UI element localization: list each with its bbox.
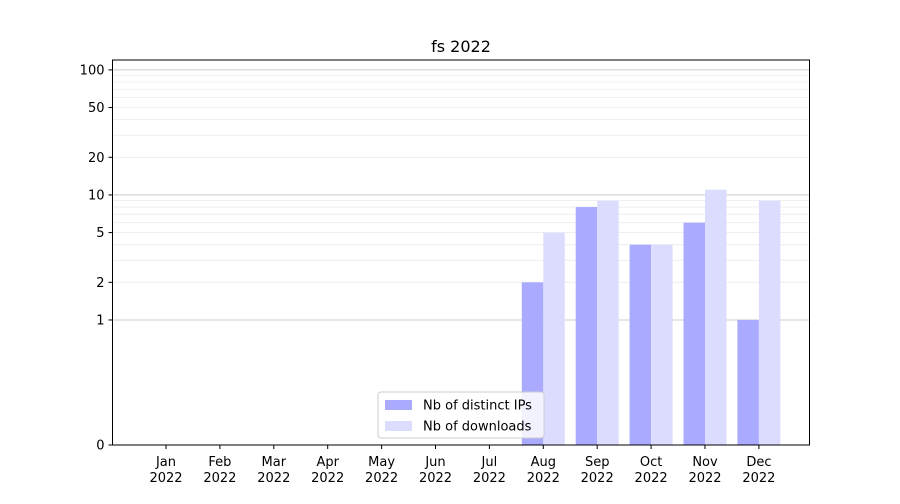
x-axis: Jan 2022 Feb 2022 Mar 2022 Apr 2022 May 2022 Jun 20… [149,445,775,486]
plot-frame [112,59,810,446]
x-tick-label: Jan 2022 [149,455,182,486]
x-tick-label: Apr 2022 [311,455,344,486]
y-tick-label: 0 [96,439,104,454]
bars [521,189,781,445]
chart-title: fs 2022 [431,37,491,56]
x-tick-label: May 2022 [365,455,398,486]
bar [575,207,598,445]
x-tick-label: Aug 2022 [527,455,560,486]
legend-swatch [385,400,412,410]
y-tick-label: 2 [96,276,104,291]
y-axis: 0 1 2 5 10 20 50 100 [80,63,113,454]
y-tick-label: 100 [80,63,105,78]
y-tick-label: 50 [88,101,105,116]
bar [737,319,759,445]
x-tick-label: Mar 2022 [257,455,290,486]
bar [705,189,727,445]
x-tick-label: Oct 2022 [635,455,668,486]
x-tick-label: Jul 2022 [473,455,506,486]
legend-label: Nb of distinct IPs [423,399,532,414]
bar [629,244,652,445]
legend: Nb of distinct IPs Nb of downloads [377,391,545,439]
y-tick-label: 20 [88,151,105,166]
x-tick-label: Feb 2022 [203,455,236,486]
legend-swatch [385,421,412,431]
legend-label: Nb of downloads [423,420,532,435]
bar [651,244,673,445]
x-tick-label: Jun 2022 [419,455,452,486]
bar [597,200,619,445]
bar [683,222,705,445]
gridlines [112,69,810,321]
x-tick-label: Nov 2022 [688,455,721,486]
x-tick-label: Dec 2022 [742,455,775,486]
legend-box [377,391,545,439]
y-tick-label: 1 [96,313,104,328]
x-tick-label: Sep 2022 [581,455,614,486]
bar [758,200,781,445]
y-tick-label: 5 [96,226,104,241]
bar [543,232,565,445]
y-tick-label: 10 [88,188,105,203]
